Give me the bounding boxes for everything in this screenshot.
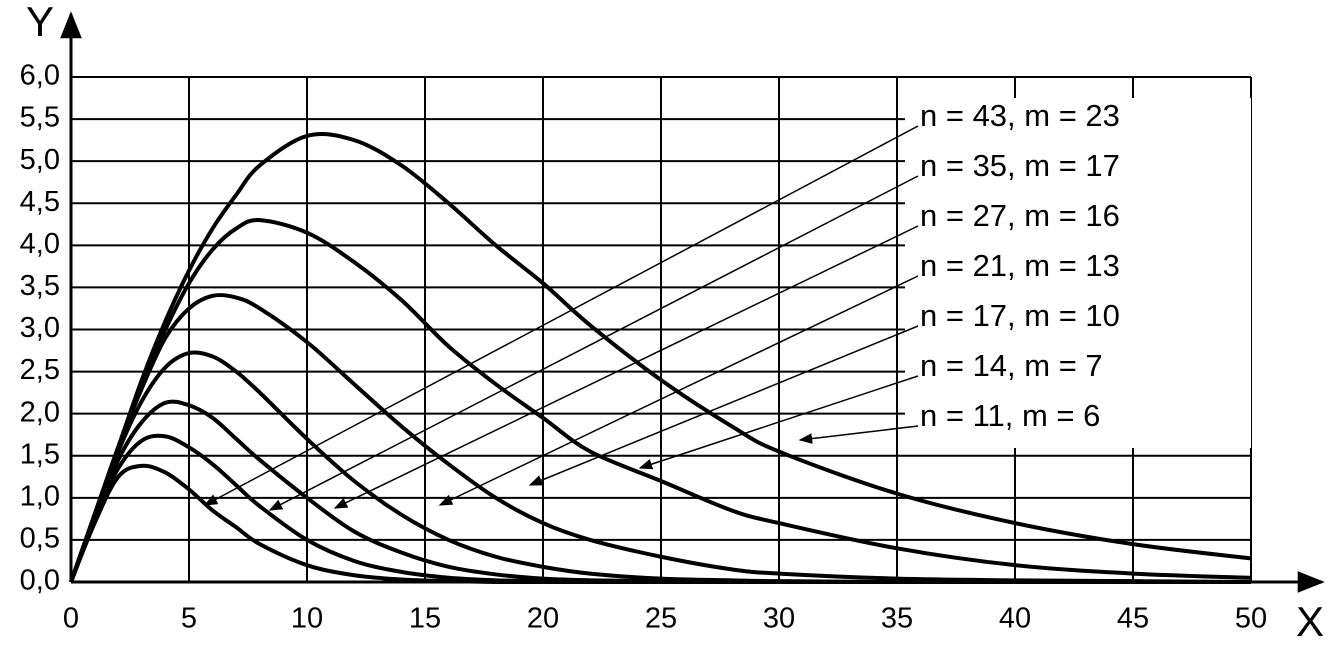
legend-pointer xyxy=(528,325,919,486)
x-tick-label: 45 xyxy=(1117,603,1149,635)
legend-label: n = 11, m = 6 xyxy=(920,398,1100,433)
legend-label: n = 14, m = 7 xyxy=(920,348,1103,383)
legend-pointer xyxy=(268,175,919,511)
x-tick-label: 25 xyxy=(645,603,677,635)
y-tick-label: 2,5 xyxy=(20,354,60,386)
x-tick-label: 35 xyxy=(881,603,913,635)
y-tick-label: 3,5 xyxy=(20,270,60,302)
legend-label: n = 43, m = 23 xyxy=(920,98,1120,133)
x-axis-label: X xyxy=(1296,598,1324,645)
y-tick-label: 5,0 xyxy=(20,144,60,176)
legend-label: n = 27, m = 16 xyxy=(920,198,1120,233)
x-tick-label: 50 xyxy=(1235,603,1267,635)
legend-pointer xyxy=(203,125,919,506)
x-tick-label: 10 xyxy=(291,603,323,635)
x-tick-label: 40 xyxy=(999,603,1031,635)
y-axis-label: Y xyxy=(26,0,54,45)
x-tick-label: 0 xyxy=(63,603,79,635)
y-tick-label: 5,5 xyxy=(20,102,60,134)
curve xyxy=(69,293,1252,584)
legend-label: n = 21, m = 13 xyxy=(920,248,1120,283)
x-tick-label: 15 xyxy=(409,603,441,635)
y-tick-label: 0,0 xyxy=(20,565,60,597)
y-tick-label: 6,0 xyxy=(20,60,60,92)
legend-background xyxy=(905,98,1251,448)
x-tick-label: 30 xyxy=(763,603,795,635)
legend-pointer xyxy=(438,275,919,506)
ticks: 0,0 0,5 1,0 1,5 2,0 2,5 3,0 3,5 4,0 4,5 5,0 5,5 6,0 0… xyxy=(20,60,1267,635)
legend-label: n = 35, m = 17 xyxy=(920,148,1120,183)
y-tick-label: 0,5 xyxy=(20,523,60,555)
legend-pointer xyxy=(798,425,919,444)
legend-label: n = 17, m = 10 xyxy=(920,298,1120,333)
curve xyxy=(69,218,1252,583)
x-tick-label: 20 xyxy=(527,603,559,635)
y-tick-label: 4,5 xyxy=(20,186,60,218)
y-tick-label: 1,5 xyxy=(20,438,60,470)
legend-pointer xyxy=(333,225,919,509)
y-tick-label: 3,0 xyxy=(20,312,60,344)
y-tick-label: 4,0 xyxy=(20,228,60,260)
legend-pointer xyxy=(638,375,919,470)
y-tick-label: 2,0 xyxy=(20,396,60,428)
curve xyxy=(69,132,1252,583)
y-tick-label: 1,0 xyxy=(20,480,60,512)
legend: n = 43, m = 23 n = 35, m = 17 n = 27, m = … xyxy=(203,98,1120,511)
x-tick-label: 5 xyxy=(181,603,197,635)
